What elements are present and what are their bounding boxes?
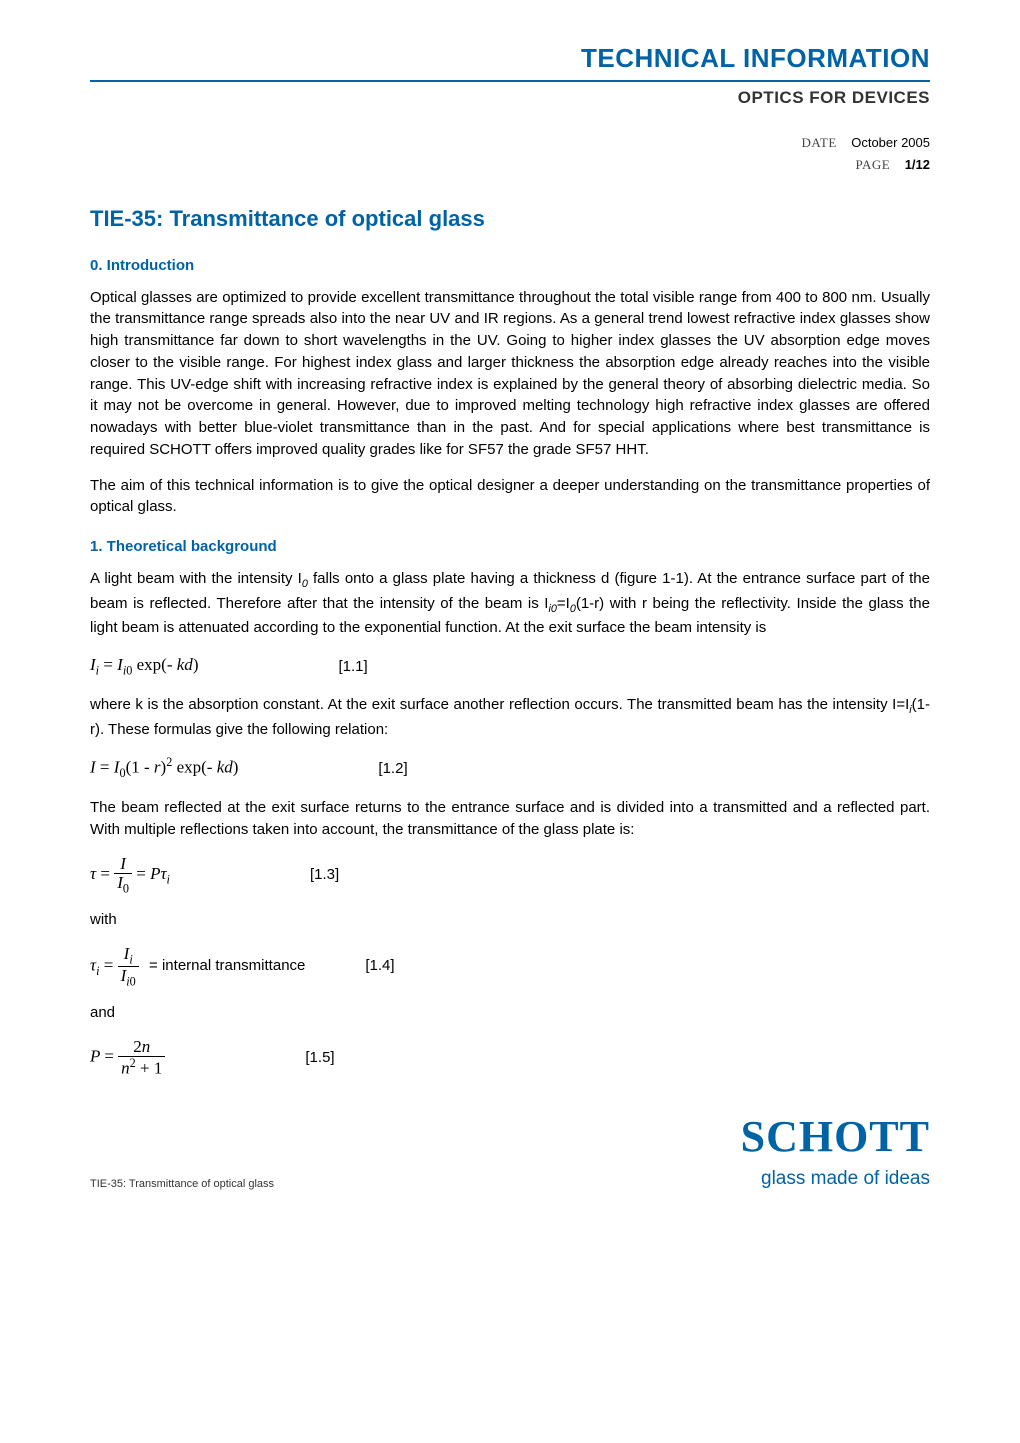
eq-1-2-formula: I = I0(1 - r)2 exp(- kd) <box>90 754 238 783</box>
doc-title: TIE-35: Transmittance of optical glass <box>90 203 930 235</box>
date-label: DATE <box>802 135 837 150</box>
int-trans-label: = internal transmittance <box>149 957 305 974</box>
theory-p1-a: A light beam with the intensity I <box>90 570 302 587</box>
theory-p1: A light beam with the intensity I0 falls… <box>90 568 930 639</box>
with-label: with <box>90 909 930 931</box>
doc-meta: DATE October 2005 PAGE 1/12 <box>90 134 930 175</box>
equation-1-3: τ = I I0 = Pτi [1.3] <box>90 855 930 895</box>
eq-1-2-num: [1.2] <box>378 758 407 780</box>
and-label: and <box>90 1002 930 1024</box>
theory-p2: where k is the absorption constant. At t… <box>90 694 930 740</box>
brand-rule <box>90 80 930 82</box>
eq-1-5-formula: P = 2n n2 + 1 <box>90 1038 165 1077</box>
page-value: 1/12 <box>905 157 930 172</box>
section-intro-heading: 0. Introduction <box>90 255 930 277</box>
meta-date-row: DATE October 2005 <box>90 134 930 153</box>
equation-1-4: τi = Ii Ii0 = internal transmittance [1.… <box>90 945 930 988</box>
brand-subtitle: OPTICS FOR DEVICES <box>90 86 930 111</box>
page-label: PAGE <box>855 157 890 172</box>
section-theory-heading: 1. Theoretical background <box>90 536 930 558</box>
equation-1-1: Ii = Ii0 exp(- kd) [1.1] <box>90 653 930 680</box>
eq-1-3-num: [1.3] <box>310 864 339 886</box>
theory-p3: The beam reflected at the exit surface r… <box>90 797 930 841</box>
date-value: October 2005 <box>851 135 930 150</box>
page-footer: TIE-35: Transmittance of optical glass S… <box>90 1105 930 1192</box>
header-brand: TECHNICAL INFORMATION OPTICS FOR DEVICES <box>90 40 930 110</box>
schott-logo: SCHOTT glass made of ideas <box>741 1105 930 1192</box>
theory-p2-a: where k is the absorption constant. At t… <box>90 696 909 713</box>
intro-p1: Optical glasses are optimized to provide… <box>90 287 930 461</box>
equation-1-2: I = I0(1 - r)2 exp(- kd) [1.2] <box>90 754 930 783</box>
schott-logo-tagline: glass made of ideas <box>741 1165 930 1193</box>
schott-logo-word: SCHOTT <box>741 1105 930 1169</box>
eq-1-3-formula: τ = I I0 = Pτi <box>90 855 170 895</box>
theory-p1-c: =I <box>557 595 570 612</box>
brand-title: TECHNICAL INFORMATION <box>90 40 930 78</box>
eq-1-4-formula: τi = Ii Ii0 = internal transmittance <box>90 945 305 988</box>
eq-1-4-num: [1.4] <box>365 955 394 977</box>
footer-left-text: TIE-35: Transmittance of optical glass <box>90 1177 274 1193</box>
eq-1-1-num: [1.1] <box>338 656 367 678</box>
eq-1-1-formula: Ii = Ii0 exp(- kd) <box>90 653 198 680</box>
equation-1-5: P = 2n n2 + 1 [1.5] <box>90 1038 930 1077</box>
intro-p2: The aim of this technical information is… <box>90 475 930 519</box>
eq-1-5-num: [1.5] <box>305 1047 334 1069</box>
meta-page-row: PAGE 1/12 <box>90 156 930 175</box>
